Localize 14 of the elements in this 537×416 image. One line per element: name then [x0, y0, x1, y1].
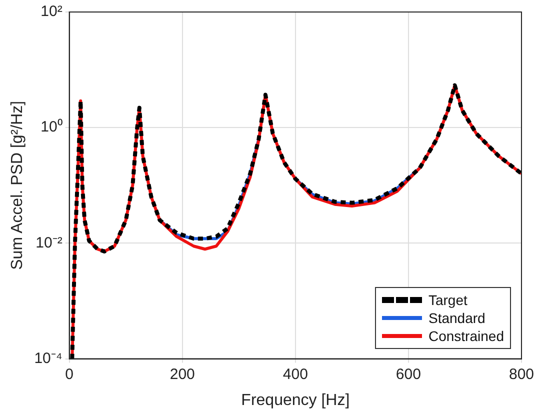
y-tick-label: 10⁰ [40, 118, 62, 136]
y-tick-label: 10⁻² [36, 234, 62, 252]
legend-label: Target [428, 292, 468, 308]
y-axis-title: Sum Accel. PSD [g²/Hz] [9, 100, 26, 270]
x-tick-label: 800 [508, 366, 534, 383]
x-tick-label: 600 [396, 366, 421, 383]
x-tick-label: 0 [65, 366, 74, 383]
x-tick-label: 200 [170, 366, 195, 383]
y-tick-label: 10⁻⁴ [34, 350, 62, 367]
x-axis-title: Frequency [Hz] [241, 392, 350, 409]
legend-label: Standard [428, 310, 486, 326]
x-tick-label: 400 [282, 366, 308, 383]
legend-label: Constrained [428, 328, 504, 344]
y-tick-label: 10² [40, 3, 62, 20]
